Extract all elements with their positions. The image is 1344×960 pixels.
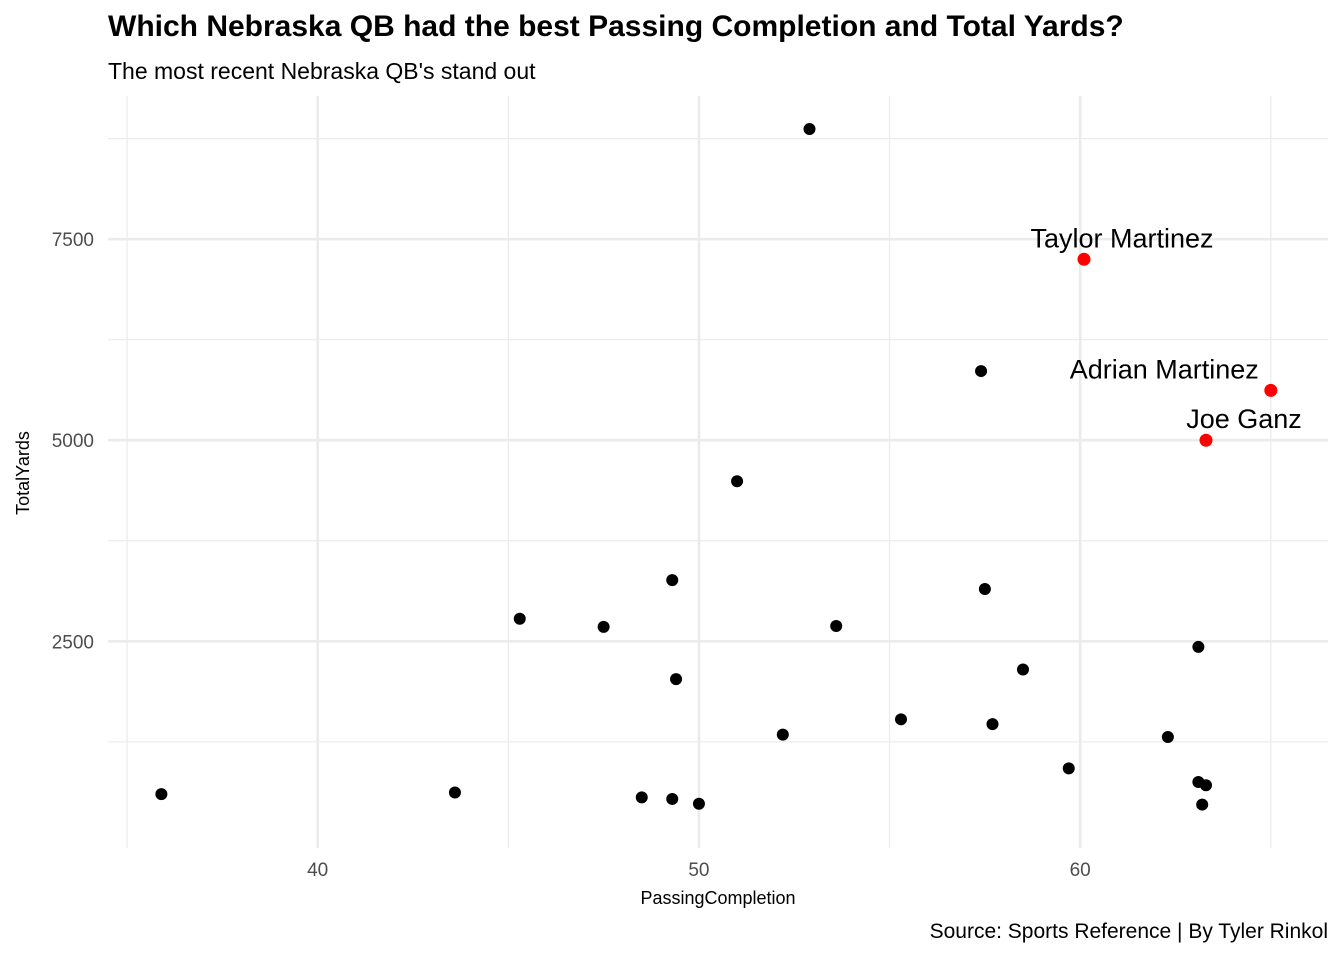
data-points (155, 122, 1278, 811)
y-tick-label: 2500 (52, 632, 94, 653)
data-point (986, 718, 999, 731)
chart-caption: Source: Sports Reference | By Tyler Rink… (929, 920, 1328, 943)
chart-title: Which Nebraska QB had the best Passing C… (108, 10, 1124, 43)
x-tick-label: 40 (307, 860, 328, 881)
point-label: Joe Ganz (1186, 404, 1302, 434)
point-label: Adrian Martinez (1070, 354, 1259, 384)
data-point (1062, 762, 1075, 775)
data-point (803, 122, 816, 135)
data-point (830, 620, 843, 633)
y-tick-label: 5000 (52, 431, 94, 452)
y-tick-label: 7500 (52, 230, 94, 251)
data-point (513, 612, 526, 625)
data-point (1200, 779, 1212, 792)
data-point (1196, 798, 1209, 811)
data-point (1017, 663, 1029, 676)
tick-labels: 40 50 60 2500 5000 7500 (52, 230, 1091, 881)
data-point (448, 786, 461, 799)
data-point (895, 713, 907, 726)
data-point (670, 673, 683, 686)
highlighted-data-point (1264, 383, 1278, 397)
x-tick-label: 60 (1070, 860, 1091, 881)
data-point (692, 797, 705, 810)
data-point (635, 791, 648, 804)
data-point (155, 788, 168, 801)
data-point (1161, 731, 1174, 744)
data-point (978, 583, 991, 596)
highlighted-data-point (1077, 252, 1091, 266)
x-tick-label: 50 (688, 860, 709, 881)
x-axis-title: PassingCompletion (640, 888, 795, 908)
point-labels: Taylor Martinez Adrian Martinez Joe Ganz (1030, 223, 1301, 434)
data-point (731, 475, 744, 488)
data-point (666, 574, 679, 587)
data-point (597, 620, 610, 633)
y-axis-title: TotalYards (13, 431, 33, 515)
chart-subtitle: The most recent Nebraska QB's stand out (108, 58, 536, 84)
point-label: Taylor Martinez (1030, 223, 1213, 253)
data-point (666, 792, 679, 805)
data-point (1192, 640, 1205, 653)
highlighted-data-point (1199, 433, 1213, 447)
data-point (975, 365, 988, 378)
grid-lines (108, 96, 1328, 848)
data-point (776, 728, 789, 741)
